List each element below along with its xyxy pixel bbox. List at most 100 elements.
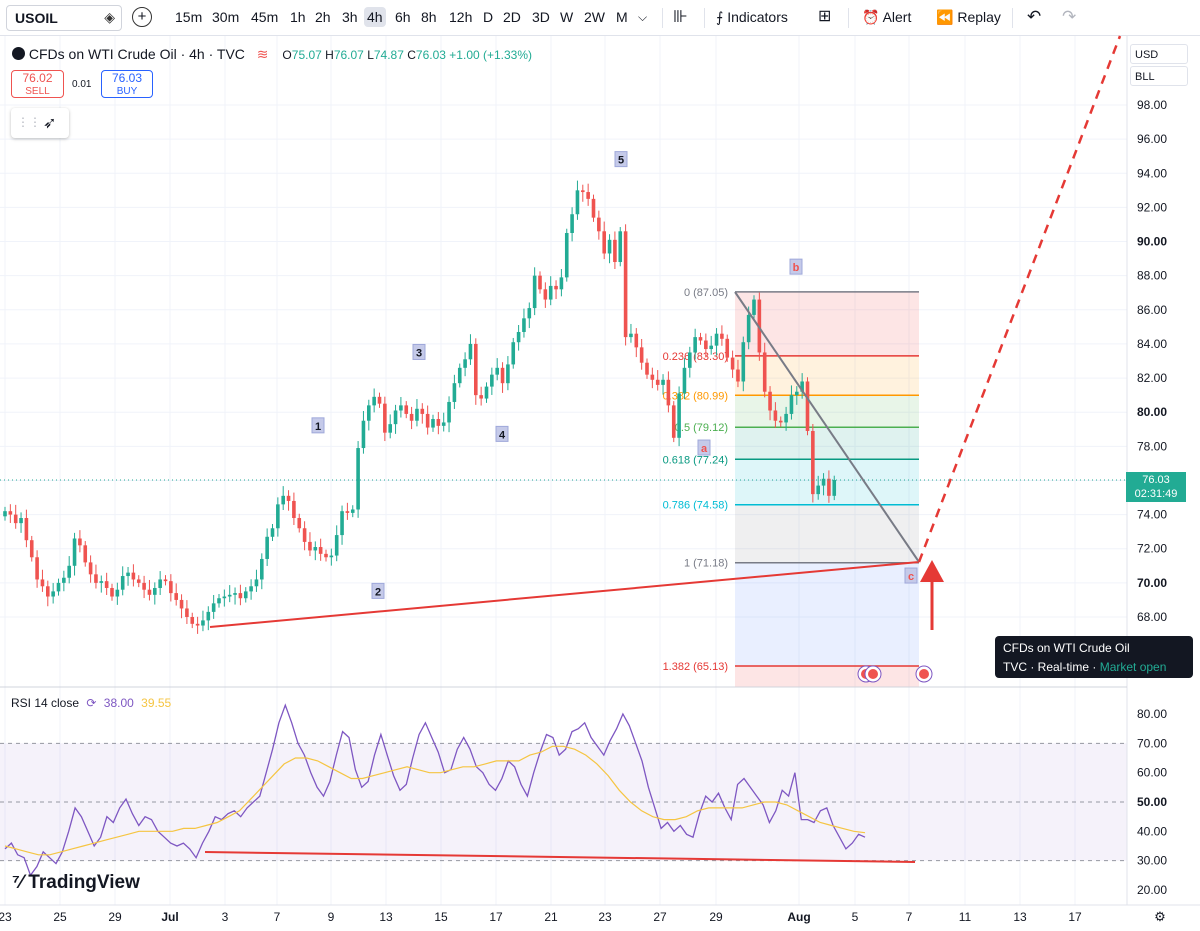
sell-label: SELL	[25, 86, 50, 97]
interval-12h[interactable]: 12h	[449, 9, 473, 25]
interval-2D[interactable]: 2D	[503, 9, 521, 25]
time-tick-label: 23	[598, 910, 612, 924]
sell-price: 76.02	[22, 71, 53, 85]
candle-body	[778, 420, 783, 423]
candle-body	[388, 424, 392, 433]
redo-icon[interactable]: ↷	[1062, 7, 1077, 26]
interval-W[interactable]: W	[560, 9, 574, 25]
time-tick-label: 25	[53, 910, 67, 924]
candle-body	[104, 581, 109, 588]
symbol-name: USOIL	[15, 10, 58, 26]
interval-2W[interactable]: 2W	[584, 9, 605, 25]
undo-icon[interactable]: ↶	[1027, 7, 1042, 26]
candle-body	[56, 582, 61, 592]
candle-body	[548, 285, 553, 300]
candle-body	[169, 581, 173, 594]
interval-3h[interactable]: 3h	[342, 9, 358, 25]
interval-M[interactable]: M	[616, 9, 628, 25]
interval-45m[interactable]: 45m	[251, 9, 279, 25]
candle-body	[190, 617, 195, 624]
drag-handle-icon[interactable]: ⋮⋮	[17, 115, 41, 129]
candle-body	[51, 591, 55, 597]
time-tick-label: Jul	[161, 910, 178, 924]
interval-1h[interactable]: 1h	[290, 9, 306, 25]
compare-add-icon[interactable]: +	[132, 7, 152, 27]
currency-selector[interactable]: USD	[1130, 44, 1188, 64]
candle-body	[645, 362, 649, 375]
candle-body	[404, 405, 409, 414]
candle-body	[270, 528, 275, 537]
tradingview-logo-icon: ⁷⁄	[12, 872, 29, 893]
time-tick-label: 7	[906, 910, 913, 924]
rsi-settings-icon[interactable]: ⟳	[86, 696, 97, 710]
wave-label-box	[904, 567, 918, 584]
candle-body	[13, 514, 18, 524]
candle-body	[372, 396, 376, 406]
candle-body	[827, 478, 831, 496]
toolbar-separator	[662, 8, 663, 28]
chart-settings-icon: ⚙	[1154, 909, 1166, 924]
candle-body	[29, 540, 34, 558]
sell-button[interactable]: 76.02 SELL	[11, 70, 64, 98]
buy-button[interactable]: 76.03 BUY	[101, 70, 153, 98]
interval-30m[interactable]: 30m	[212, 9, 240, 25]
candle-body	[688, 352, 692, 368]
interval-15m[interactable]: 15m	[175, 9, 203, 25]
unit-selector[interactable]: BLL	[1130, 66, 1188, 86]
replay-button[interactable]: ⏪ Replay	[936, 7, 1001, 27]
candle-body	[3, 511, 7, 517]
interval-6h[interactable]: 6h	[395, 9, 411, 25]
candle-body	[543, 289, 548, 300]
price-tick-label: 96.00	[1137, 132, 1167, 146]
fib-zone	[735, 355, 919, 396]
candle-body	[618, 231, 623, 263]
candle-body	[709, 345, 713, 350]
wave-label-text: 3	[416, 347, 422, 359]
layouts-icon[interactable]: ⊞	[818, 8, 832, 25]
interval-8h[interactable]: 8h	[421, 9, 437, 25]
candle-body	[479, 395, 483, 399]
tooltip-title: CFDs on WTI Crude Oil	[1003, 641, 1130, 655]
price-tick-label: 94.00	[1137, 166, 1167, 180]
symbol-type-icon: ◈	[104, 9, 115, 25]
candle-body	[276, 504, 280, 529]
candles	[0, 180, 1127, 634]
candle-body	[126, 572, 130, 577]
candle-body	[811, 430, 815, 495]
indicators-icon: ⨍	[716, 9, 728, 25]
symbol-search[interactable]: USOIL ◈	[6, 5, 122, 31]
interval-4h[interactable]: 4h	[364, 7, 386, 27]
candle-body	[131, 572, 136, 580]
rsi-legend: RSI 14 close ⟳ 38.00 39.55	[11, 696, 171, 710]
candle-body	[714, 333, 719, 346]
candle-body	[345, 511, 350, 513]
candle-type-icon[interactable]: ⊪	[673, 7, 688, 26]
candle-body	[195, 623, 200, 626]
wave-label-box	[311, 417, 325, 434]
tooltip-source: TVC	[1003, 660, 1027, 674]
candle-body	[474, 343, 478, 396]
indicators-label: Indicators	[727, 9, 788, 25]
candle-body	[666, 379, 671, 406]
interval-3D[interactable]: 3D	[532, 9, 550, 25]
alert-button[interactable]: ⏰ Alert	[862, 7, 911, 27]
candle-body	[217, 598, 221, 604]
rsi-line	[4, 703, 866, 877]
cursor-arrow-icon[interactable]: ➶	[43, 115, 57, 132]
candle-body	[88, 562, 93, 575]
candle-body	[693, 337, 697, 353]
symbol-tooltip: CFDs on WTI Crude Oil TVC · Real-time · …	[995, 636, 1193, 678]
tradingview-logo[interactable]: ⁷⁄ TradingView	[12, 872, 140, 894]
interval-D[interactable]: D	[483, 9, 494, 25]
candle-body	[639, 347, 644, 363]
candle-body	[62, 577, 66, 583]
rsi-tick-label: 40.00	[1137, 824, 1167, 838]
candle-body	[752, 299, 756, 315]
candle-body	[490, 374, 494, 387]
candle-body	[436, 419, 441, 426]
interval-dropdown-icon[interactable]: ⌵	[638, 10, 648, 24]
interval-2h[interactable]: 2h	[315, 9, 331, 25]
indicators-button[interactable]: ⨍ Indicators	[716, 7, 788, 27]
candle-body	[655, 379, 660, 385]
